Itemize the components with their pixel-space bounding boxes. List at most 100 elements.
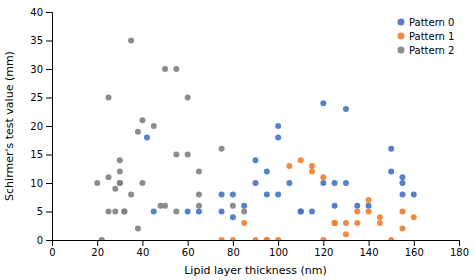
point [185,209,191,215]
tick-mark [46,98,52,99]
point [196,209,202,215]
point [106,95,112,101]
tick: 0 [49,240,55,258]
point [230,203,236,209]
point [173,209,179,215]
tick-label: 120 [314,247,333,258]
tick-label: 160 [405,247,424,258]
point [399,226,405,232]
point [253,237,259,240]
point [94,180,100,186]
point [354,203,360,209]
tick-mark [233,240,234,246]
point [411,191,417,197]
point [275,191,281,197]
legend-item: Pattern 1 [397,31,454,42]
legend-label: Pattern 0 [409,17,455,28]
point [219,237,225,240]
point [106,174,112,180]
tick: 30 [30,64,52,75]
point [332,220,338,226]
tick: 180 [450,240,469,258]
point [117,180,123,186]
tick-mark [369,240,370,246]
point [241,203,247,209]
point [366,203,372,209]
tick-label: 10 [30,178,43,189]
tick-label: 80 [227,247,240,258]
legend-label: Pattern 1 [409,31,455,42]
point [196,191,202,197]
legend-swatch [397,33,404,40]
tick: 80 [227,240,240,258]
tick-label: 35 [30,35,43,46]
point [173,152,179,158]
point [117,180,123,186]
point [286,163,292,169]
point [99,237,105,240]
series [144,100,417,220]
series [94,38,247,241]
point [264,237,270,240]
tick-mark [97,240,98,246]
tick: 160 [405,240,424,258]
tick-label: 60 [182,247,195,258]
tick-label: 0 [37,235,43,246]
point [185,152,191,158]
point [275,123,281,129]
series [219,157,417,240]
point [399,180,405,186]
point [343,220,349,226]
point [399,174,405,180]
point [298,209,304,215]
tick-mark [46,41,52,42]
x-axis: 020406080100120140160180 [49,240,469,258]
legend-swatch [397,47,404,54]
point [219,146,225,152]
tick: 25 [30,92,52,103]
tick: 20 [91,240,104,258]
point [264,191,270,197]
legend-swatch [397,19,404,26]
point [173,66,179,72]
tick-label: 30 [30,64,43,75]
point [230,191,236,197]
tick-mark [46,240,52,241]
tick: 40 [137,240,150,258]
tick: 35 [30,35,52,46]
legend-item: Pattern 0 [397,17,454,28]
tick-mark [46,212,52,213]
legend-label: Pattern 2 [409,45,455,56]
tick-label: 5 [37,206,43,217]
tick: 15 [30,149,52,160]
point [309,163,315,169]
tick-mark [323,240,324,246]
tick: 40 [30,7,52,18]
point [230,237,236,240]
tick-label: 20 [91,247,104,258]
point [286,180,292,186]
point [219,209,225,215]
tick-mark [46,69,52,70]
axis-line [53,241,460,247]
point [117,169,123,175]
point [399,209,405,215]
point [320,237,326,240]
tick-label: 40 [137,247,150,258]
point [139,117,145,123]
point [230,214,236,220]
tick: 100 [269,240,288,258]
y-axis: 0 5 10 15 20 25 30 35 40 [30,7,52,246]
tick-label: 180 [450,247,469,258]
point [309,209,315,215]
marks [94,38,417,241]
point [332,180,338,186]
tick-label: 20 [30,121,43,132]
point [388,169,394,175]
tick-mark [46,12,52,13]
point [196,169,202,175]
point [354,220,360,226]
point [377,220,383,226]
point [135,129,141,135]
tick-mark [46,155,52,156]
